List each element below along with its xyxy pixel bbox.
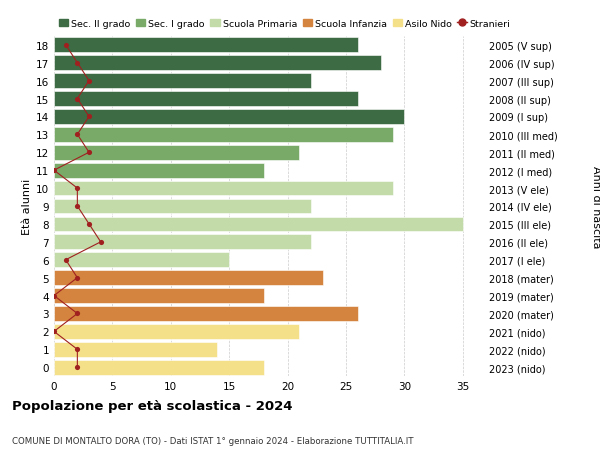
- Bar: [54, 39, 358, 53]
- Bar: [54, 146, 299, 160]
- Bar: [54, 199, 311, 214]
- Point: [73, 203, 82, 210]
- Point: [73, 274, 82, 282]
- Text: Popolazione per età scolastica - 2024: Popolazione per età scolastica - 2024: [12, 399, 293, 412]
- Point: [84, 149, 94, 157]
- Point: [73, 60, 82, 67]
- Y-axis label: Età alunni: Età alunni: [22, 179, 32, 235]
- Bar: [54, 56, 381, 71]
- Bar: [54, 110, 404, 124]
- Legend: Sec. II grado, Sec. I grado, Scuola Primaria, Scuola Infanzia, Asilo Nido, Stran: Sec. II grado, Sec. I grado, Scuola Prim…: [59, 20, 511, 28]
- Point: [73, 131, 82, 139]
- Bar: [54, 271, 323, 285]
- Point: [96, 239, 106, 246]
- Point: [61, 42, 70, 49]
- Point: [49, 292, 59, 300]
- Bar: [54, 360, 264, 375]
- Bar: [54, 253, 229, 268]
- Point: [49, 167, 59, 174]
- Point: [73, 95, 82, 103]
- Bar: [54, 128, 392, 142]
- Point: [84, 221, 94, 228]
- Bar: [54, 92, 358, 106]
- Point: [73, 346, 82, 353]
- Bar: [54, 289, 264, 303]
- Point: [73, 310, 82, 318]
- Point: [73, 185, 82, 192]
- Y-axis label: Anni di nascita: Anni di nascita: [592, 165, 600, 248]
- Point: [61, 257, 70, 264]
- Bar: [54, 163, 264, 178]
- Bar: [54, 325, 299, 339]
- Point: [49, 328, 59, 336]
- Point: [84, 78, 94, 85]
- Bar: [54, 181, 392, 196]
- Bar: [54, 217, 463, 232]
- Bar: [54, 342, 217, 357]
- Text: COMUNE DI MONTALTO DORA (TO) - Dati ISTAT 1° gennaio 2024 - Elaborazione TUTTITA: COMUNE DI MONTALTO DORA (TO) - Dati ISTA…: [12, 436, 413, 445]
- Bar: [54, 307, 358, 321]
- Bar: [54, 74, 311, 89]
- Bar: [54, 235, 311, 250]
- Point: [73, 364, 82, 371]
- Point: [84, 113, 94, 121]
